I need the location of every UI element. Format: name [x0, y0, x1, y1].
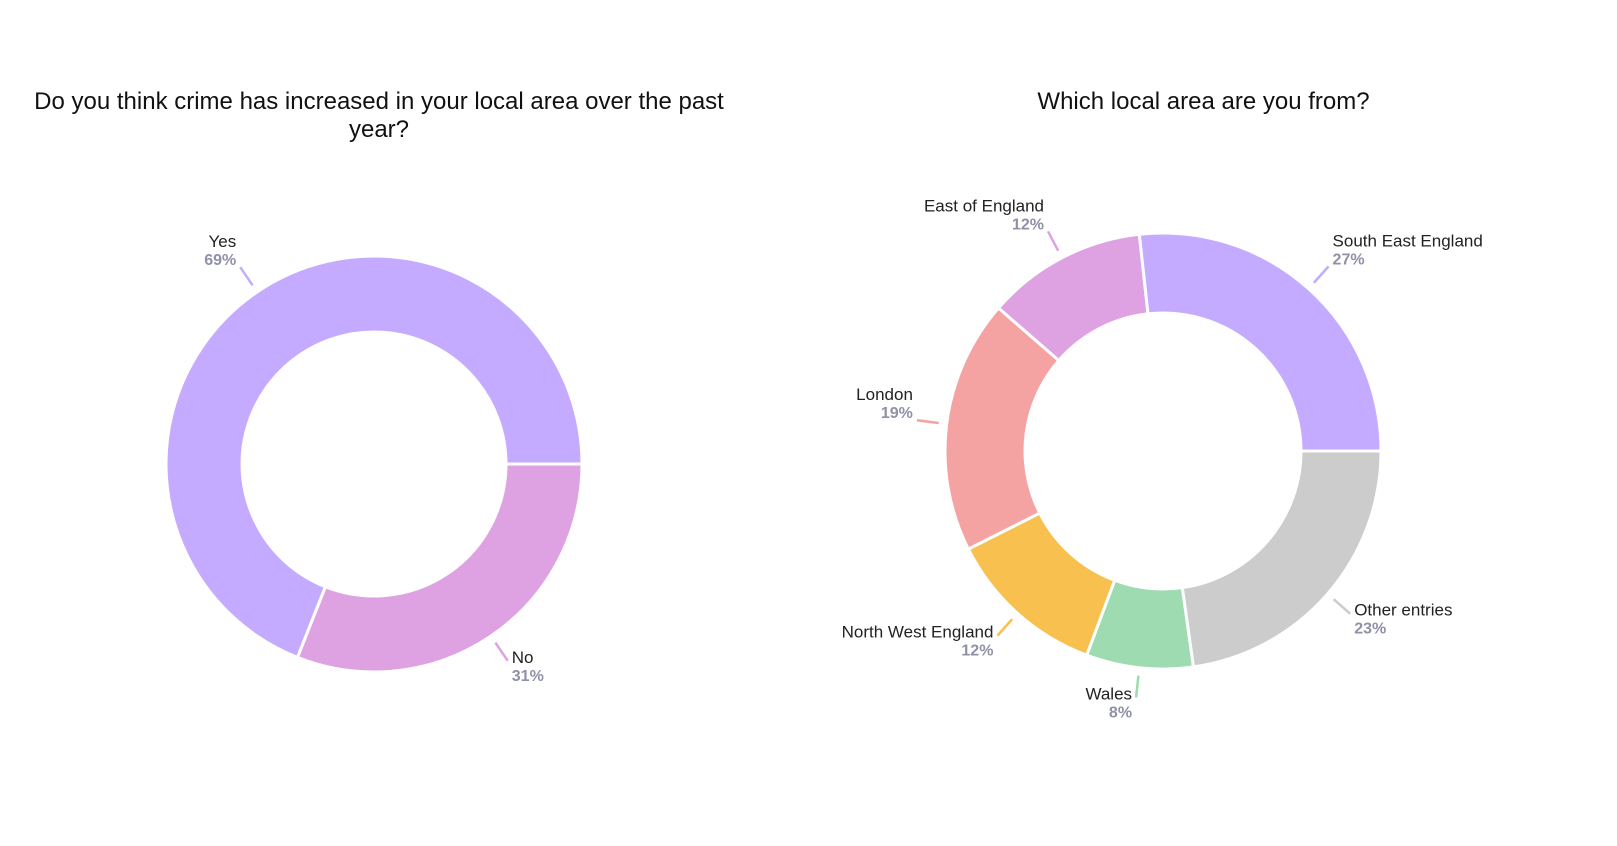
label-wales: Wales — [1085, 685, 1132, 704]
label-yes: Yes — [208, 232, 236, 251]
label-no: No — [512, 648, 534, 667]
leader-line-london — [916, 418, 939, 425]
pct-north-west-england: 12% — [961, 643, 993, 660]
slice-other-entries[interactable] — [1180, 449, 1383, 669]
slice-south-east-england[interactable] — [1137, 231, 1383, 453]
leader-line-south-east-england — [1312, 265, 1330, 284]
leader-line-wales — [1134, 675, 1140, 698]
label-south-east-england: South East England — [1333, 231, 1483, 250]
leader-line-yes — [239, 266, 254, 287]
leader-line-other-entries — [1332, 598, 1352, 615]
chart-title: Which local area are you from? — [1037, 88, 1370, 115]
pct-yes: 69% — [204, 252, 236, 269]
pct-london: 19% — [881, 405, 913, 422]
chart-panel-crime: Do you think crime has increased in your… — [0, 0, 790, 846]
chart-title: Do you think crime has increased in your… — [34, 88, 724, 143]
pct-south-east-england: 27% — [1333, 251, 1365, 268]
chart-panel-area: Which local area are you from? Other ent… — [790, 0, 1617, 846]
slice-no[interactable] — [295, 462, 584, 674]
leader-line-north-west-england — [996, 618, 1014, 637]
slice-yes[interactable] — [164, 254, 584, 660]
label-north-west-england: North West England — [842, 623, 994, 642]
label-london: London — [856, 385, 913, 404]
label-other-entries: Other entries — [1354, 601, 1452, 620]
label-east-of-england: East of England — [924, 196, 1044, 215]
pct-east-of-england: 12% — [1012, 216, 1044, 233]
leader-line-east-of-england — [1046, 230, 1060, 252]
pct-other-entries: 23% — [1354, 621, 1386, 638]
pct-wales: 8% — [1109, 705, 1132, 722]
leader-line-no — [494, 641, 509, 662]
pct-no: 31% — [512, 668, 544, 685]
